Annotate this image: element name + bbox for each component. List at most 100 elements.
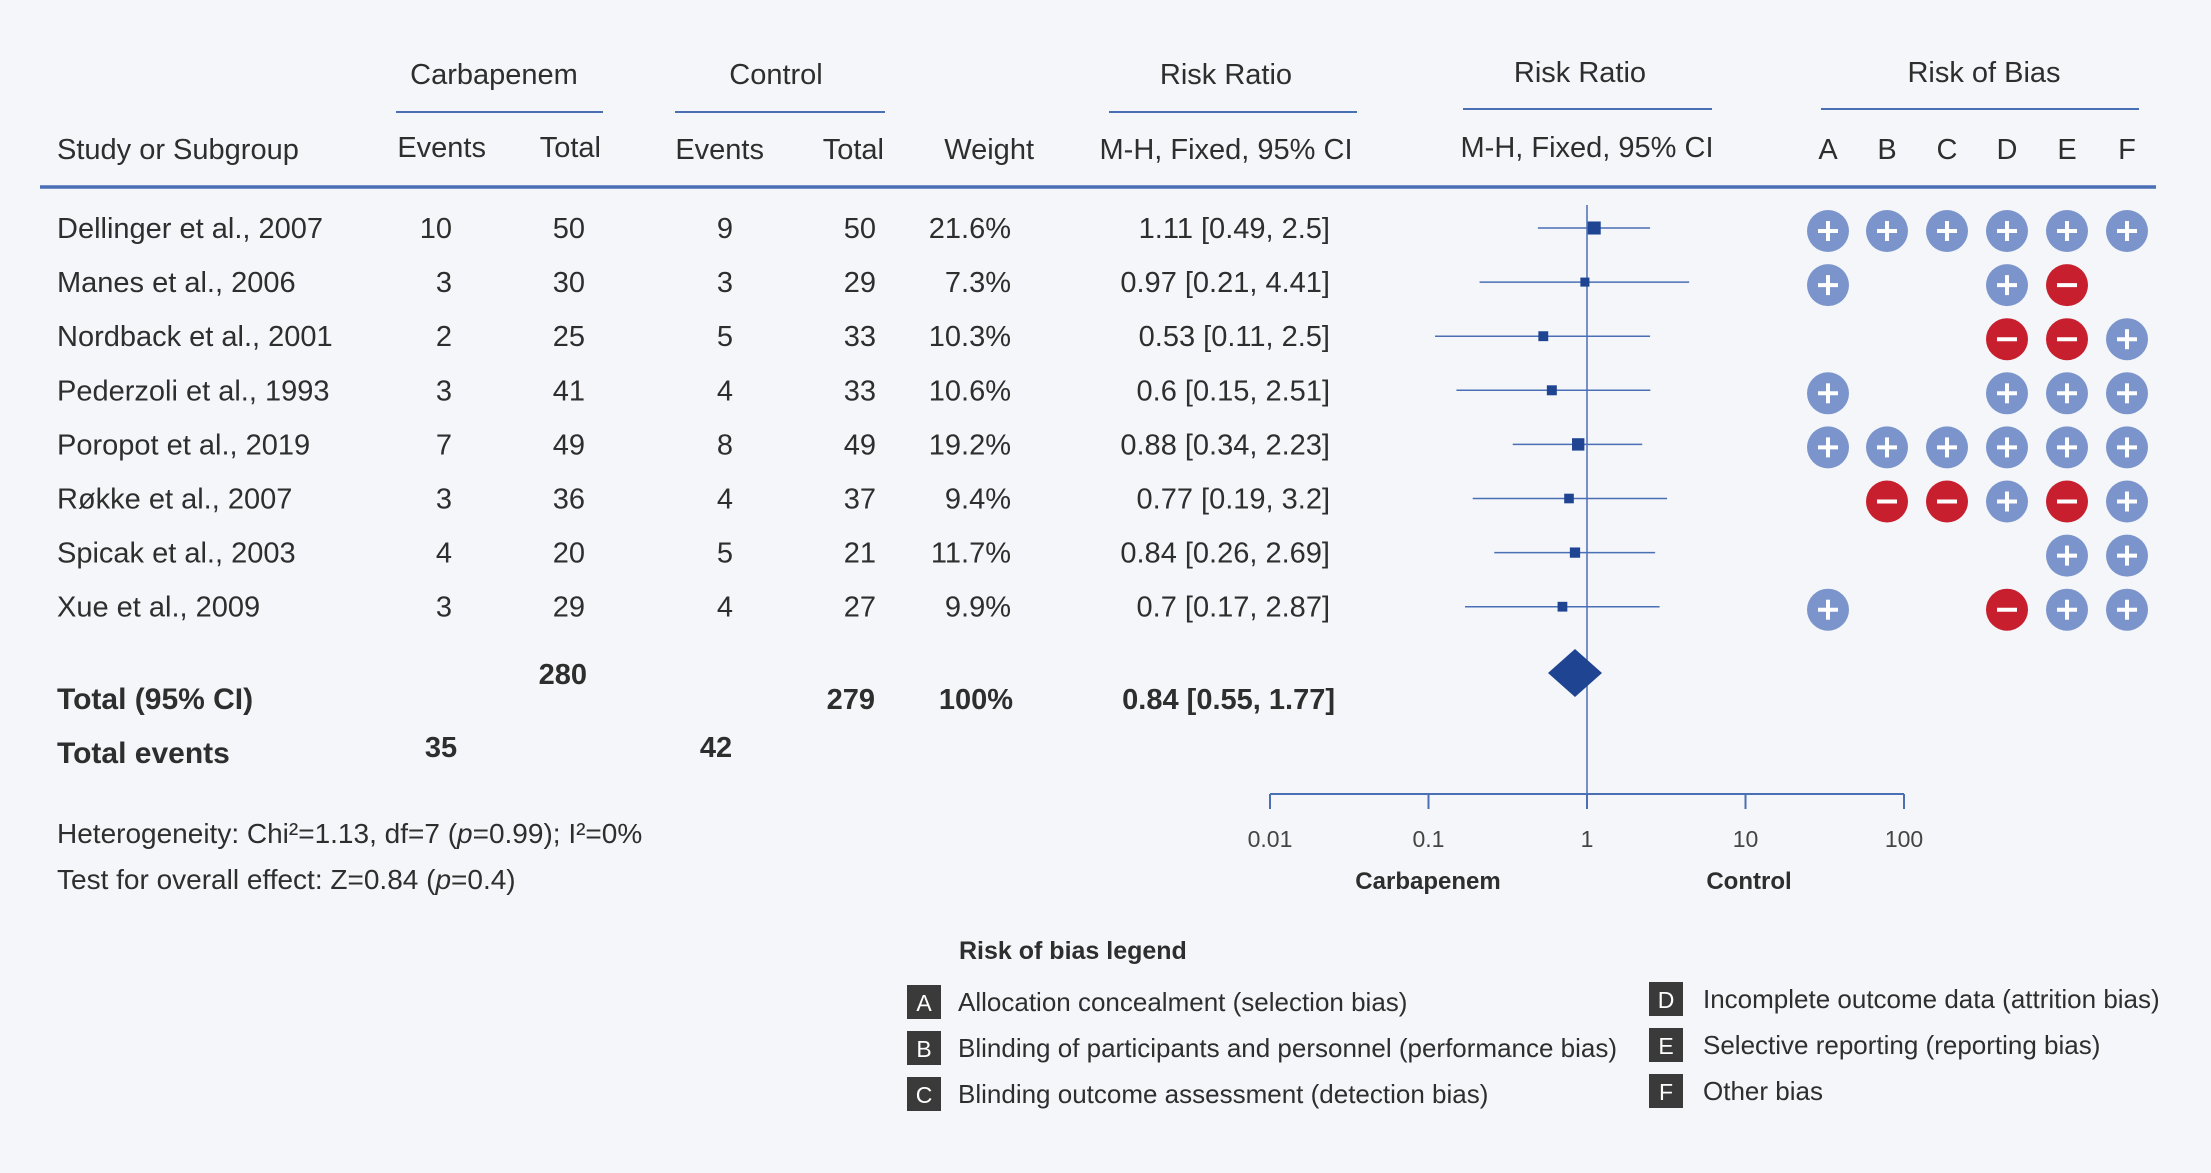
legend-key-box — [1649, 982, 1683, 1016]
legend-key-letter: B — [916, 1036, 931, 1062]
study-events-control: 3 — [717, 267, 733, 299]
study-weight: 9.4% — [945, 484, 1011, 516]
header-events-carbapenem: Events — [397, 132, 486, 164]
study-weight: 21.6% — [929, 213, 1011, 245]
study-name: Dellinger et al., 2007 — [57, 213, 323, 245]
legend-key-box — [1649, 1028, 1683, 1062]
header-bias-domain-c: C — [1937, 134, 1958, 166]
header-bias-domain-d: D — [1997, 134, 2018, 166]
study-name: Spicak et al., 2003 — [57, 538, 296, 570]
study-events-control: 5 — [717, 321, 733, 353]
study-events-carbapenem: 2 — [436, 321, 452, 353]
study-total-control: 33 — [844, 321, 876, 353]
study-name: Xue et al., 2009 — [57, 592, 260, 624]
study-total-carbapenem: 20 — [553, 538, 585, 570]
study-risk-ratio-ci: 0.88 [0.34, 2.23] — [1120, 429, 1330, 461]
study-total-control: 29 — [844, 267, 876, 299]
study-weight: 10.6% — [929, 375, 1011, 407]
total-n-carbapenem: 280 — [539, 659, 587, 691]
header-method-plot: M-H, Fixed, 95% CI — [1461, 132, 1714, 164]
study-total-control: 50 — [844, 213, 876, 245]
study-total-control: 49 — [844, 429, 876, 461]
study-risk-ratio-ci: 0.84 [0.26, 2.69] — [1120, 538, 1330, 570]
overall-effect-text: Test for overall effect: Z=0.84 (p=0.4) — [57, 864, 516, 895]
legend-key-letter: E — [1658, 1033, 1673, 1059]
legend-item-text: Blinding outcome assessment (detection b… — [958, 1079, 1488, 1109]
study-name: Pederzoli et al., 1993 — [57, 375, 329, 407]
study-events-control: 5 — [717, 538, 733, 570]
header-weight: Weight — [944, 134, 1034, 166]
x-axis-tick-label: 10 — [1733, 826, 1759, 852]
header-risk-of-bias: Risk of Bias — [1907, 57, 2060, 89]
legend-title: Risk of bias legend — [959, 937, 1187, 965]
legend-item-text: Selective reporting (reporting bias) — [1703, 1030, 2100, 1060]
total-events-control: 42 — [700, 732, 732, 764]
header-risk-ratio-plot: Risk Ratio — [1514, 57, 1646, 89]
study-total-carbapenem: 50 — [553, 213, 585, 245]
x-axis-tick-label: 0.1 — [1413, 826, 1445, 852]
study-total-control: 37 — [844, 484, 876, 516]
effect-marker — [1538, 331, 1549, 342]
study-risk-ratio-ci: 0.7 [0.17, 2.87] — [1137, 592, 1330, 624]
header-total-control: Total — [823, 134, 884, 166]
legend-key-letter: D — [1658, 987, 1675, 1013]
header-method-text: M-H, Fixed, 95% CI — [1100, 134, 1353, 166]
study-total-carbapenem: 41 — [553, 375, 585, 407]
study-events-control: 4 — [717, 375, 733, 407]
study-events-carbapenem: 7 — [436, 429, 452, 461]
study-weight: 19.2% — [929, 429, 1011, 461]
effect-marker — [1546, 385, 1557, 396]
legend-item-text: Other bias — [1703, 1076, 1823, 1106]
study-name: Manes et al., 2006 — [57, 267, 296, 299]
study-events-carbapenem: 10 — [420, 213, 452, 245]
total-label: Total (95% CI) — [57, 683, 253, 716]
header-risk-ratio-text: Risk Ratio — [1160, 59, 1292, 91]
study-total-control: 27 — [844, 592, 876, 624]
study-total-carbapenem: 29 — [553, 592, 585, 624]
legend-key-box — [907, 1077, 941, 1111]
study-risk-ratio-ci: 0.6 [0.15, 2.51] — [1137, 375, 1330, 407]
effect-marker — [1580, 277, 1590, 287]
study-weight: 7.3% — [945, 267, 1011, 299]
study-total-control: 21 — [844, 538, 876, 570]
header-bias-domain-f: F — [2118, 134, 2136, 166]
total-n-control: 279 — [827, 684, 875, 716]
study-events-carbapenem: 4 — [436, 538, 452, 570]
total-risk-ratio-ci: 0.84 [0.55, 1.77] — [1122, 684, 1335, 716]
study-events-carbapenem: 3 — [436, 592, 452, 624]
study-name: Poropot et al., 2019 — [57, 429, 310, 461]
study-total-control: 33 — [844, 375, 876, 407]
effect-marker — [1569, 547, 1581, 558]
heterogeneity-text: Heterogeneity: Chi²=1.13, df=7 (p=0.99);… — [57, 818, 642, 849]
header-total-carbapenem: Total — [540, 132, 601, 164]
total-events-label: Total events — [57, 737, 230, 770]
legend-key-box — [1649, 1074, 1683, 1108]
legend-item-text: Allocation concealment (selection bias) — [958, 987, 1407, 1017]
study-name: Nordback et al., 2001 — [57, 321, 333, 353]
x-axis-label-carbapenem: Carbapenem — [1355, 868, 1500, 895]
effect-marker — [1564, 493, 1574, 504]
study-events-carbapenem: 3 — [436, 375, 452, 407]
study-events-control: 8 — [717, 429, 733, 461]
legend-key-box — [907, 1031, 941, 1065]
x-axis-tick-label: 100 — [1885, 826, 1923, 852]
study-events-carbapenem: 3 — [436, 484, 452, 516]
header-bias-domain-e: E — [2057, 134, 2076, 166]
legend-key-box — [907, 985, 941, 1019]
pooled-diamond — [1547, 649, 1602, 697]
study-total-carbapenem: 30 — [553, 267, 585, 299]
study-events-carbapenem: 3 — [436, 267, 452, 299]
study-events-control: 4 — [717, 484, 733, 516]
legend-item-text: Incomplete outcome data (attrition bias) — [1703, 984, 2160, 1014]
header-study: Study or Subgroup — [57, 134, 299, 166]
header-events-control: Events — [675, 134, 764, 166]
x-axis-label-control: Control — [1706, 868, 1791, 895]
x-axis-tick-label: 0.01 — [1248, 826, 1293, 852]
x-axis-tick-label: 1 — [1581, 826, 1594, 852]
header-group-carbapenem: Carbapenem — [410, 59, 578, 91]
study-weight: 9.9% — [945, 592, 1011, 624]
study-weight: 11.7% — [931, 538, 1011, 570]
legend-key-letter: C — [916, 1082, 933, 1108]
